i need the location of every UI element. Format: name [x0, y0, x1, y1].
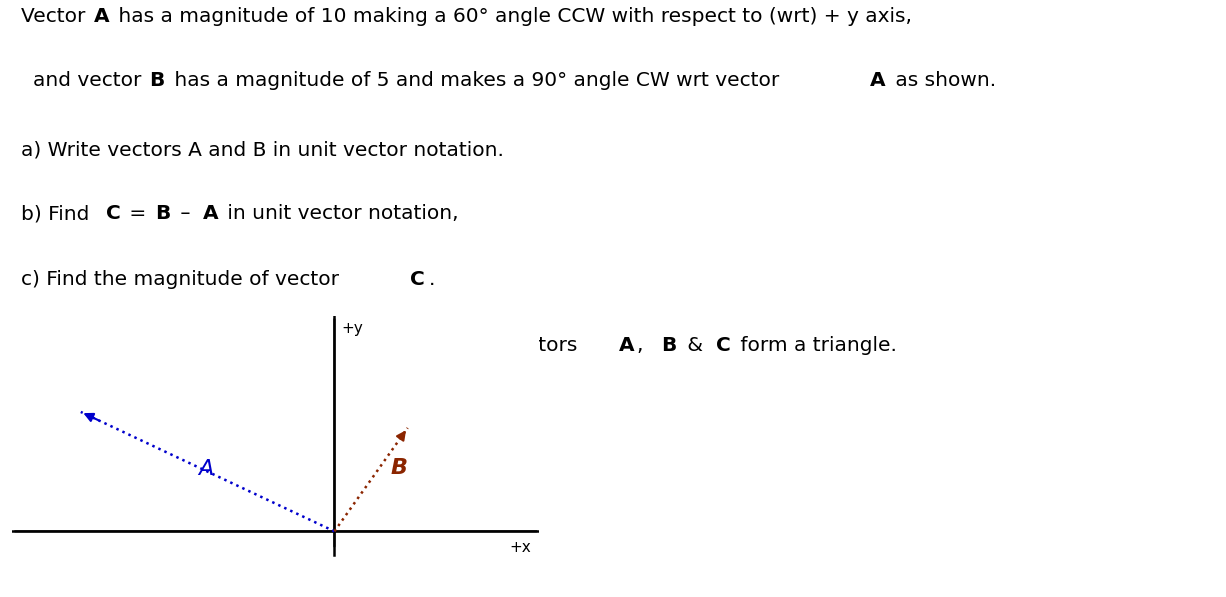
Text: on the plot so that the three vectors: on the plot so that the three vectors	[204, 336, 584, 355]
Text: .: .	[429, 270, 435, 289]
Text: form a triangle.: form a triangle.	[734, 336, 897, 355]
Text: &: &	[680, 336, 710, 355]
Text: B: B	[390, 458, 407, 478]
Text: A: A	[93, 7, 109, 26]
Text: C: C	[716, 336, 731, 355]
Text: C: C	[186, 336, 201, 355]
Text: d) Draw vector: d) Draw vector	[21, 336, 178, 355]
Text: –: –	[174, 204, 196, 223]
Text: c) Find the magnitude of vector: c) Find the magnitude of vector	[21, 270, 345, 289]
Text: Vector: Vector	[21, 7, 92, 26]
Text: A: A	[202, 204, 218, 223]
Text: b) Find: b) Find	[21, 204, 96, 223]
Text: B: B	[150, 71, 164, 90]
Text: +x: +x	[509, 540, 531, 555]
Text: A: A	[619, 336, 635, 355]
Text: C: C	[411, 270, 425, 289]
Text: B: B	[156, 204, 170, 223]
Text: B: B	[662, 336, 677, 355]
Text: ,: ,	[638, 336, 650, 355]
Text: in unit vector notation,: in unit vector notation,	[221, 204, 459, 223]
Text: A: A	[870, 71, 886, 90]
Text: has a magnitude of 5 and makes a 90° angle CW wrt vector: has a magnitude of 5 and makes a 90° ang…	[168, 71, 785, 90]
Text: =: =	[123, 204, 152, 223]
Text: has a magnitude of 10 making a 60° angle CCW with respect to (wrt) + y axis,: has a magnitude of 10 making a 60° angle…	[112, 7, 912, 26]
Text: a) Write vectors A and B in unit vector notation.: a) Write vectors A and B in unit vector …	[21, 140, 504, 159]
Text: +y: +y	[342, 321, 363, 336]
Text: C: C	[105, 204, 120, 223]
Text: A: A	[199, 459, 213, 479]
Text: as shown.: as shown.	[889, 71, 996, 90]
Text: and vector: and vector	[33, 71, 147, 90]
